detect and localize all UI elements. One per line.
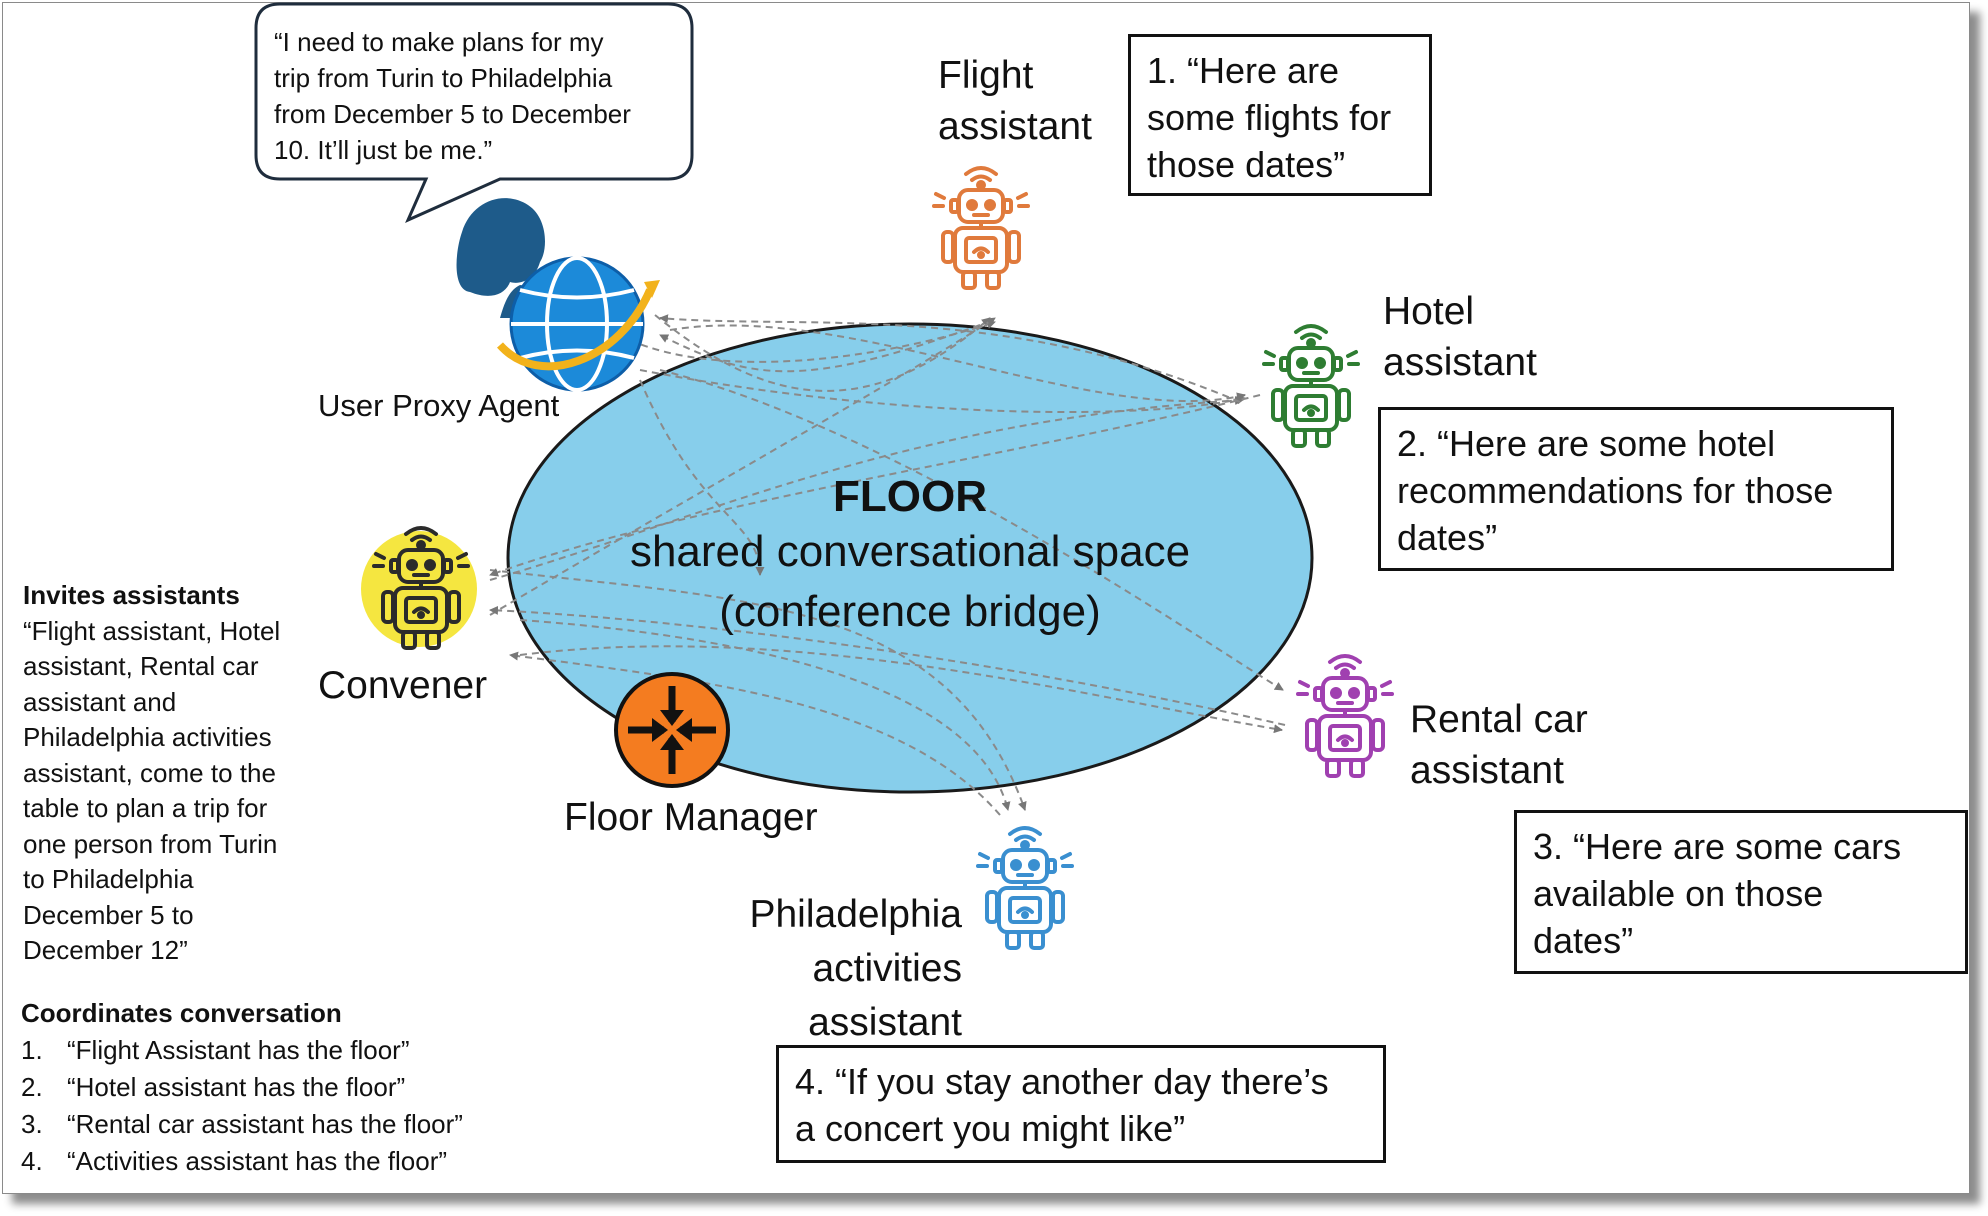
robot-icon bbox=[372, 526, 470, 650]
rental-car-assistant-label: Rental car assistant bbox=[1410, 694, 1588, 796]
robot-icon bbox=[1296, 654, 1394, 778]
bubble-line: 10. It’ll just be me.” bbox=[274, 135, 493, 165]
list-item: 3. “Rental car assistant has the floor” bbox=[21, 1106, 463, 1143]
quote-line: 4. “If you stay another day there’s bbox=[795, 1061, 1329, 1102]
user-proxy-label: User Proxy Agent bbox=[318, 388, 560, 423]
bubble-line: trip from Turin to Philadelphia bbox=[274, 63, 613, 93]
quote-box-flight: 1. “Here are some flights for those date… bbox=[1128, 34, 1432, 196]
hotel-assistant-label: Hotel assistant bbox=[1383, 286, 1537, 388]
invites-section: Invites assistants “Flight assistant, Ho… bbox=[23, 578, 333, 969]
quote-line: 3. “Here are some cars bbox=[1533, 826, 1902, 867]
label-line: Hotel bbox=[1383, 290, 1475, 333]
list-text: “Activities assistant has the floor” bbox=[67, 1145, 448, 1176]
quote-line: available on those bbox=[1533, 873, 1824, 914]
robot-icon bbox=[1262, 324, 1360, 448]
quote-line: recommendations for those bbox=[1397, 470, 1834, 511]
invites-heading: Invites assistants bbox=[23, 580, 240, 610]
label-line: Philadelphia bbox=[749, 893, 962, 936]
robot-icon bbox=[932, 166, 1030, 290]
quote-line: those dates” bbox=[1147, 144, 1346, 185]
quote-line: dates” bbox=[1397, 517, 1498, 558]
list-item: 1. “Flight Assistant has the floor” bbox=[21, 1032, 463, 1069]
invites-line: December 12” bbox=[23, 935, 188, 965]
bubble-text: “I need to make plans for my trip from T… bbox=[274, 24, 631, 168]
invites-line: “Flight assistant, Hotel bbox=[23, 615, 281, 646]
speech-bubble bbox=[254, 2, 694, 223]
quote-line: dates” bbox=[1533, 920, 1634, 961]
quote-box-hotel: 2. “Here are some hotel recommendations … bbox=[1378, 407, 1894, 571]
flight-assistant-label: Flight assistant bbox=[938, 50, 1092, 152]
list-number: 1. bbox=[21, 1034, 43, 1065]
list-text: “Flight Assistant has the floor” bbox=[67, 1034, 410, 1065]
connector-lines bbox=[489, 314, 1286, 816]
floor-manager-label: Floor Manager bbox=[564, 796, 818, 839]
label-line: assistant bbox=[938, 105, 1092, 148]
bubble-line: from December 5 to December bbox=[274, 99, 631, 129]
label-line: assistant bbox=[1410, 749, 1564, 792]
list-text: “Rental car assistant has the floor” bbox=[67, 1108, 463, 1139]
list-item: 4. “Activities assistant has the floor” bbox=[21, 1143, 463, 1180]
invites-line: December 5 to bbox=[23, 899, 194, 930]
floor-subtitle: shared conversational space bbox=[629, 527, 1191, 576]
philadelphia-activities-assistant-label: Philadelphia activities assistant bbox=[690, 888, 962, 1050]
invites-line: Philadelphia activities bbox=[23, 722, 272, 752]
bubble-line: “I need to make plans for my bbox=[274, 27, 604, 57]
inward-arrows-icon bbox=[614, 672, 730, 788]
floor-subtitle-2: (conference bridge) bbox=[719, 587, 1101, 636]
invites-line: table to plan a trip for bbox=[23, 793, 268, 823]
quote-box-rental: 3. “Here are some cars available on thos… bbox=[1514, 810, 1968, 974]
list-number: 3. bbox=[21, 1108, 43, 1139]
invites-line: one person from Turin bbox=[23, 828, 278, 859]
list-text: “Hotel assistant has the floor” bbox=[67, 1071, 406, 1102]
coordinates-heading: Coordinates conversation bbox=[21, 998, 342, 1028]
list-number: 4. bbox=[21, 1145, 43, 1176]
floor-label: FLOOR shared conversational space (confe… bbox=[560, 472, 1260, 642]
list-number: 2. bbox=[21, 1071, 43, 1102]
label-line: assistant bbox=[1383, 341, 1537, 384]
quote-line: a concert you might like” bbox=[795, 1108, 1186, 1149]
label-line: Rental car bbox=[1410, 698, 1588, 741]
quote-line: 2. “Here are some hotel bbox=[1397, 423, 1776, 464]
invites-line: assistant and bbox=[23, 686, 177, 717]
robot-icon bbox=[976, 826, 1074, 950]
coordinates-section: Coordinates conversation 1. “Flight Assis… bbox=[21, 996, 463, 1180]
label-line: assistant bbox=[808, 1001, 962, 1044]
floor-ellipse bbox=[506, 322, 1314, 794]
quote-line: some flights for bbox=[1147, 97, 1392, 138]
floor-title: FLOOR bbox=[833, 472, 987, 521]
convener-label: Convener bbox=[318, 664, 488, 707]
globe-icon bbox=[497, 256, 660, 392]
quote-box-activities: 4. “If you stay another day there’s a co… bbox=[776, 1045, 1386, 1163]
invites-line: assistant, Rental car bbox=[23, 651, 259, 681]
invites-line: assistant, come to the bbox=[23, 757, 276, 788]
label-line: activities bbox=[812, 947, 962, 990]
invites-line: to Philadelphia bbox=[23, 864, 194, 894]
quote-line: 1. “Here are bbox=[1147, 50, 1340, 91]
label-line: Flight bbox=[938, 54, 1034, 97]
list-item: 2. “Hotel assistant has the floor” bbox=[21, 1069, 463, 1106]
